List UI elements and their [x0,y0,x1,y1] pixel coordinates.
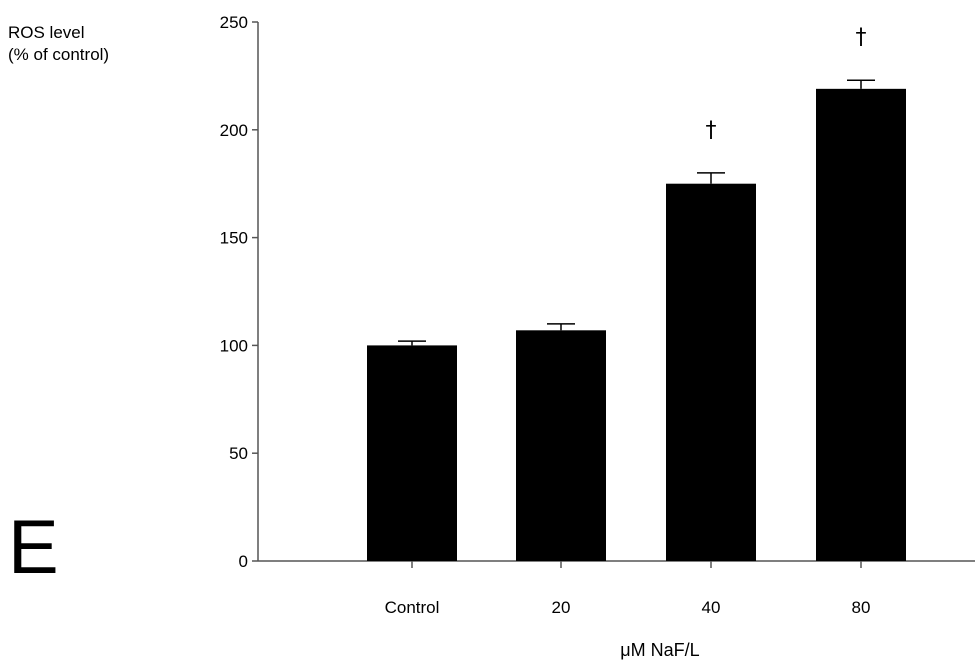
y-tick-label: 150 [220,229,248,248]
y-tick-label: 0 [239,552,248,571]
significance-mark: † [856,25,867,50]
bar [516,330,606,561]
y-tick-label: 100 [220,336,248,355]
category-label: 40 [702,598,721,617]
y-axis-label-line-1: ROS level [8,23,85,42]
bars: †† [367,25,906,561]
panel-label: E [8,505,59,590]
significance-mark: † [706,118,717,143]
x-axis-label: μM NaF/L [620,640,700,660]
bar [666,183,756,561]
y-axis-label: ROS level (% of control) [8,22,109,66]
bar [367,345,457,561]
axes: 0 50 100 150 200 250 Control 20 40 80 [220,13,975,617]
y-tick-label: 250 [220,13,248,32]
bar [816,88,906,561]
y-tick-label: 50 [229,444,248,463]
y-axis-label-line-2: (% of control) [8,45,110,64]
y-tick-label: 200 [220,121,248,140]
category-label: 20 [552,598,571,617]
category-label: Control [385,598,440,617]
category-label: 80 [852,598,871,617]
